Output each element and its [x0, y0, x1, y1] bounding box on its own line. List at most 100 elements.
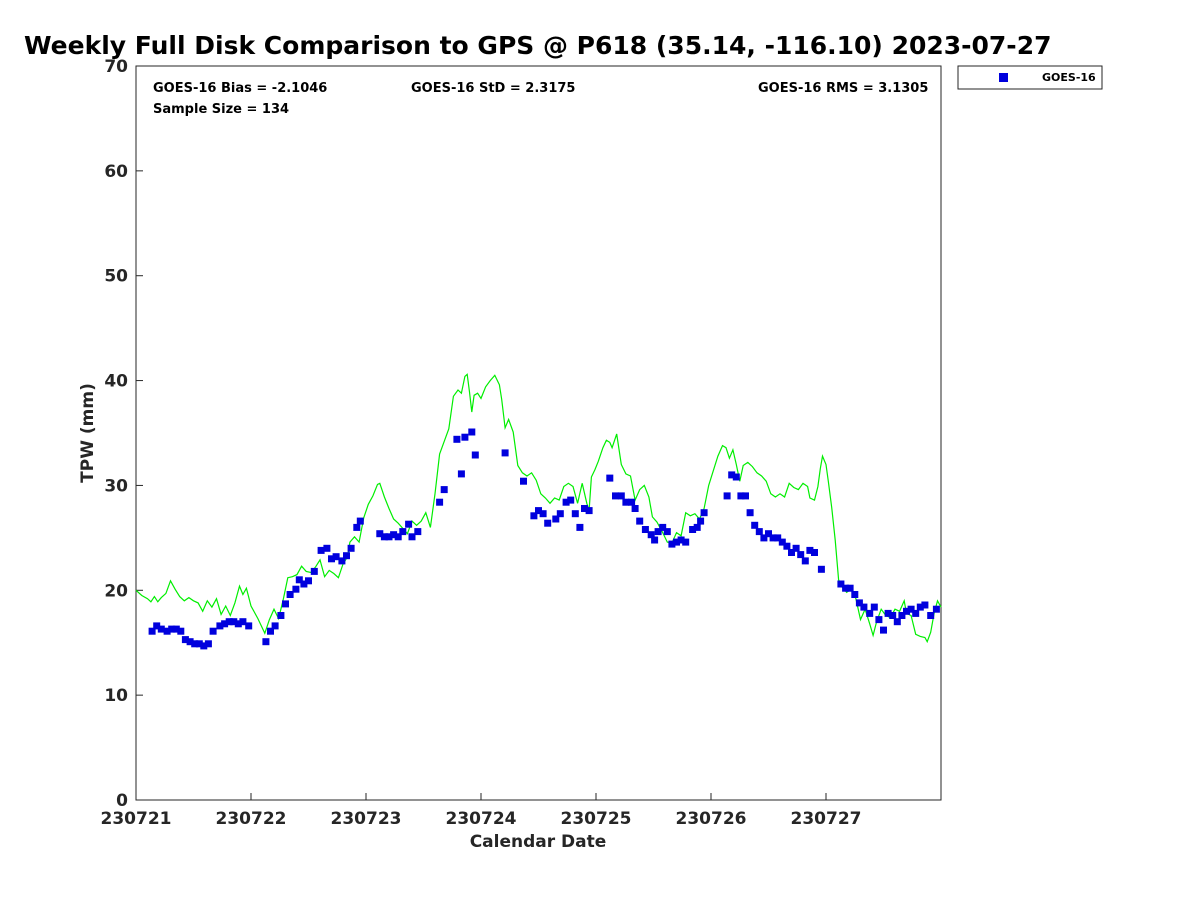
legend: GOES-16: [957, 65, 1103, 90]
data-point-goes16: [245, 622, 253, 630]
data-point-goes16: [728, 471, 736, 479]
data-point-goes16: [453, 435, 461, 443]
data-point-goes16: [842, 584, 850, 592]
data-point-goes16: [737, 492, 745, 500]
x-tick-label: 230721: [101, 809, 172, 829]
x-tick-label: 230722: [216, 809, 287, 829]
data-point-goes16: [282, 600, 289, 608]
data-point-goes16: [405, 520, 413, 528]
data-point-goes16: [177, 627, 185, 635]
data-point-goes16: [539, 510, 547, 518]
data-point-goes16: [148, 627, 156, 635]
data-point-goes16: [811, 549, 818, 556]
data-point-goes16: [916, 603, 924, 611]
data-point-goes16: [606, 474, 614, 482]
data-point-goes16: [884, 609, 892, 617]
data-point-goes16: [408, 533, 416, 541]
data-point-goes16: [343, 552, 350, 560]
data-point-goes16: [544, 519, 552, 527]
x-tick-label: 230723: [331, 809, 402, 829]
data-point-goes16: [746, 509, 754, 517]
data-point-goes16: [157, 625, 165, 633]
plot-area: [135, 65, 942, 801]
data-point-goes16: [907, 605, 915, 613]
data-point-goes16: [778, 538, 786, 546]
data-point-goes16: [380, 533, 388, 541]
data-point-goes16: [855, 599, 863, 607]
bias-stat: GOES-16 Bias = -2.1046: [153, 81, 327, 96]
data-point-goes16: [647, 531, 655, 539]
data-point-goes16: [788, 549, 795, 556]
data-point-goes16: [317, 546, 325, 554]
data-point-goes16: [347, 544, 355, 552]
data-point-goes16: [353, 523, 361, 531]
data-point-goes16: [700, 509, 708, 517]
y-tick-label: 10: [104, 686, 128, 706]
data-point-goes16: [172, 625, 180, 633]
data-point-goes16: [567, 496, 575, 504]
x-axis: 230721 230722 230723 230724 230725 230726 2307…: [101, 793, 862, 829]
data-point-goes16: [851, 591, 859, 598]
data-point-goes16: [262, 638, 270, 646]
data-point-goes16: [903, 607, 910, 615]
data-point-goes16: [305, 577, 312, 585]
data-point-goes16: [663, 528, 671, 536]
data-point-goes16: [332, 553, 340, 561]
data-point-goes16: [168, 625, 176, 633]
data-point-goes16: [468, 428, 476, 436]
data-point-goes16: [385, 533, 393, 541]
data-point-goes16: [535, 507, 542, 515]
data-point-goes16: [328, 555, 335, 563]
data-point-goes16: [191, 640, 199, 648]
y-tick-label: 0: [116, 791, 128, 811]
y-tick-label: 60: [104, 162, 128, 182]
data-point-goes16: [530, 512, 538, 520]
data-point-goes16: [399, 528, 407, 536]
data-point-goes16: [697, 517, 705, 525]
data-point-goes16: [216, 622, 224, 630]
data-point-goes16: [195, 640, 203, 648]
legend-box: [957, 65, 1103, 90]
data-point-goes16: [659, 523, 667, 531]
x-tick-label: 230727: [791, 809, 862, 829]
data-point-goes16: [556, 510, 564, 518]
data-point-goes16: [677, 536, 685, 544]
y-tick-label: 30: [104, 476, 128, 496]
data-point-goes16: [742, 492, 749, 500]
data-point-goes16: [921, 601, 929, 609]
data-point-goes16: [200, 642, 208, 650]
data-point-goes16: [310, 567, 318, 575]
data-point-goes16: [860, 603, 868, 611]
data-point-goes16: [755, 528, 763, 536]
data-point-goes16: [732, 473, 740, 481]
data-point-goes16: [581, 505, 588, 512]
data-point-goes16: [760, 534, 768, 542]
data-point-goes16: [436, 498, 444, 506]
data-point-goes16: [751, 521, 759, 529]
data-point-goes16: [693, 523, 701, 531]
data-point-goes16: [622, 498, 630, 506]
data-point-goes16: [338, 557, 346, 565]
x-axis-label: Calendar Date: [470, 832, 607, 852]
data-point-goes16: [846, 584, 854, 592]
data-point-goes16: [797, 551, 805, 559]
data-point-goes16: [723, 492, 731, 500]
x-tick-label: 230725: [561, 809, 632, 829]
rms-stat: GOES-16 RMS = 3.1305: [758, 81, 928, 96]
data-point-goes16: [292, 585, 300, 593]
y-tick-label: 50: [104, 267, 128, 287]
data-point-goes16: [612, 492, 619, 500]
data-point-goes16: [880, 626, 887, 634]
data-point-goes16: [295, 576, 303, 584]
data-point-goes16: [163, 627, 171, 635]
data-point-goes16: [817, 565, 825, 573]
data-point-goes16: [153, 622, 161, 630]
data-point-goes16: [562, 498, 570, 506]
data-point-goes16: [912, 609, 920, 617]
sample-size-stat: Sample Size = 134: [153, 102, 289, 117]
data-point-goes16: [866, 609, 874, 617]
data-point-goes16: [654, 528, 662, 536]
data-point-goes16: [457, 470, 465, 478]
data-point-goes16: [801, 557, 809, 565]
